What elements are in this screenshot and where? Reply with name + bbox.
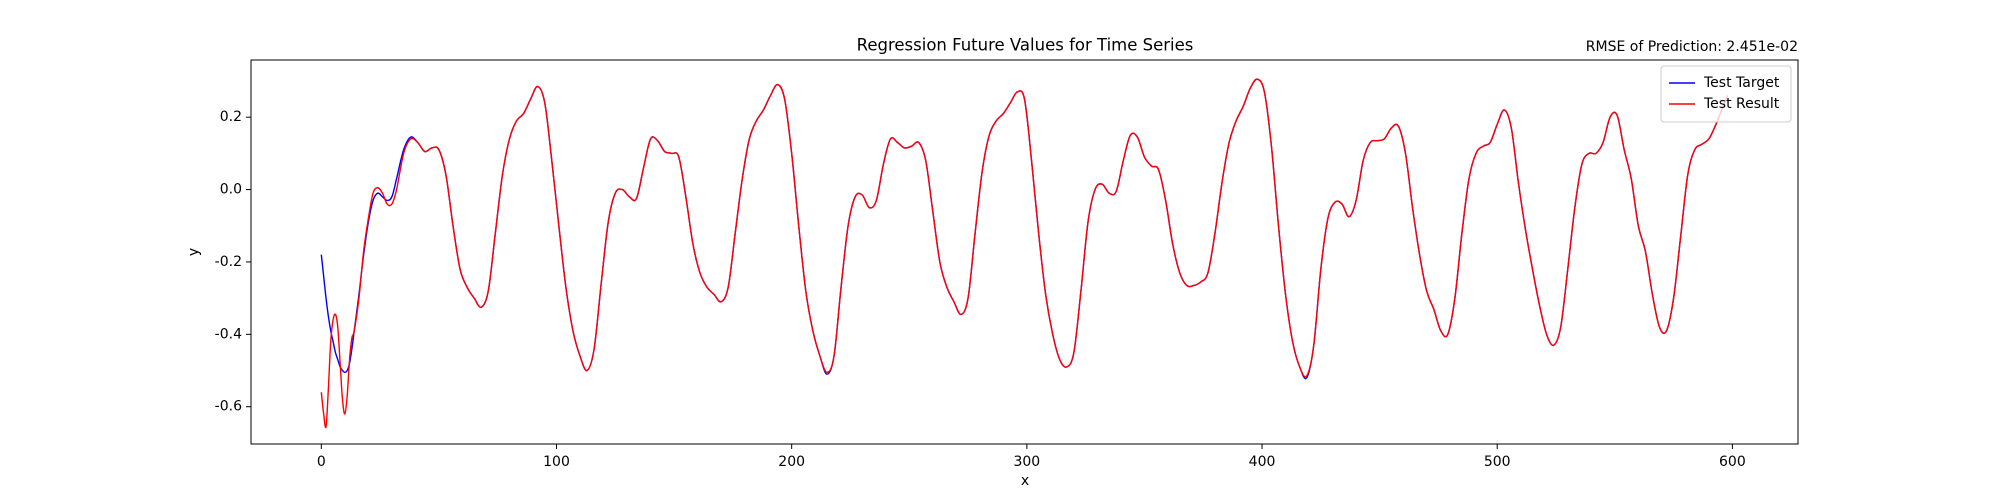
x-axis-label: x [1021,473,1029,489]
y-tick-label: 0.2 [220,109,242,125]
x-tick-label: 0 [317,454,326,470]
y-axis-label: y [186,248,202,256]
x-tick-label: 600 [1719,454,1746,470]
legend-box [1660,65,1792,123]
plot-frame [250,59,1799,445]
data-line [320,78,1729,429]
legend-label: Test Target [1703,75,1780,91]
y-tick-label: -0.2 [215,254,242,270]
y-tick-label: -0.6 [215,399,242,415]
x-tick-label: 200 [778,454,805,470]
x-tick-label: 400 [1249,454,1276,470]
y-tick-label: -0.4 [215,326,242,342]
y-tick-label: 0.0 [220,182,242,198]
data-line [320,78,1729,380]
x-tick-label: 100 [543,454,570,470]
legend-label: Test Result [1703,96,1780,112]
x-tick-label: 500 [1484,454,1511,470]
chart-title: Regression Future Values for Time Series [857,36,1194,55]
annotation: RMSE of Prediction: 2.451e-02 [1586,39,1798,55]
x-tick-label: 300 [1013,454,1040,470]
